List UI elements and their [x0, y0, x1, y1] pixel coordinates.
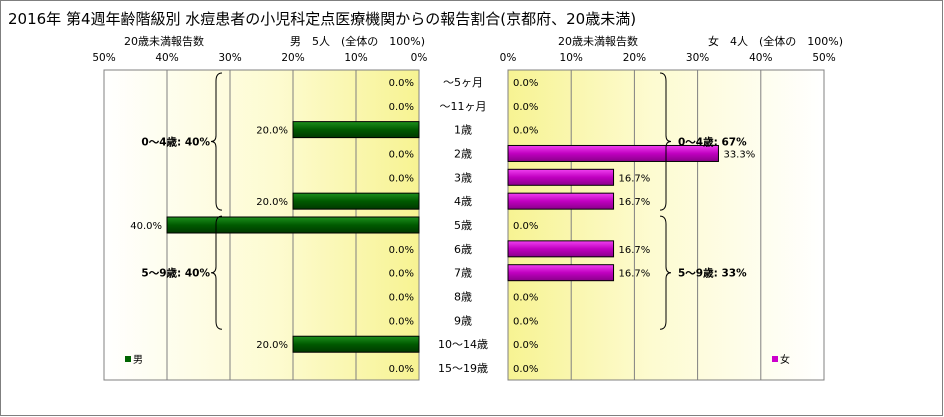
right-x-tick-label: 30% [686, 52, 709, 64]
right-bar-value-label: 0.0% [513, 316, 538, 327]
left-bar-value-label: 0.0% [389, 173, 414, 184]
left-bar [292, 192, 420, 210]
left-bar-value-label: 20.0% [256, 340, 288, 351]
right-bar-value-label: 0.0% [513, 126, 538, 137]
age-category-label: 7歳 [454, 267, 472, 280]
left-bar-value-label: 40.0% [130, 221, 162, 232]
age-category-label: 6歳 [454, 243, 472, 256]
right-legend-label: 女 [780, 353, 790, 366]
left-bar-value-label: 20.0% [256, 126, 288, 137]
right-x-tick-label: 20% [623, 52, 646, 64]
left-panel-header: 男 5人 (全体の 100%) [290, 34, 425, 48]
right-axis-label: 20歳未満報告数 [558, 35, 638, 48]
right-bar [507, 168, 615, 186]
right-x-tick-label: 10% [560, 52, 583, 64]
left-x-tick-label: 0% [411, 52, 428, 64]
left-x-tick-label: 10% [344, 52, 367, 64]
right-panel-header: 女 4人 (全体の 100%) [708, 34, 843, 48]
right-bracket-label: 5～9歳: 33% [678, 267, 747, 280]
age-category-label: 3歳 [454, 171, 472, 184]
left-bar-value-label: 0.0% [389, 149, 414, 160]
age-category-label: 1歳 [454, 124, 472, 137]
right-bar [507, 192, 615, 210]
right-bracket-label: 0～4歳: 67% [678, 136, 747, 149]
right-bar-value-label: 0.0% [513, 364, 538, 375]
right-bar-value-label: 0.0% [513, 340, 538, 351]
age-category-label: 4歳 [454, 195, 472, 208]
right-age-bracket [659, 215, 672, 330]
left-bar-value-label: 0.0% [389, 293, 414, 304]
right-bar [507, 240, 615, 258]
left-bracket-label: 5～9歳: 40% [141, 267, 210, 280]
age-category-label: 5歳 [454, 219, 472, 232]
left-bar [166, 216, 420, 234]
right-bar-value-label: 0.0% [513, 221, 538, 232]
right-bar [507, 264, 615, 282]
right-bar-value-label: 16.7% [619, 269, 651, 280]
right-bar-value-label: 0.0% [513, 293, 538, 304]
left-x-tick-label: 20% [281, 52, 304, 64]
left-x-tick-label: 50% [92, 52, 115, 64]
right-legend-swatch [772, 356, 778, 362]
right-bar-value-label: 33.3% [723, 149, 755, 160]
age-category-label: 8歳 [454, 291, 472, 304]
right-bar-value-label: 16.7% [619, 173, 651, 184]
left-legend-label: 男 [133, 354, 143, 366]
left-bar [292, 335, 420, 353]
right-bar-value-label: 16.7% [619, 245, 651, 256]
left-bar-value-label: 0.0% [389, 245, 414, 256]
chart-title: 2016年 第4週年齢階級別 水痘患者の小児科定点医療機関からの報告割合(京都府… [8, 10, 636, 28]
left-bar [292, 121, 420, 139]
left-bar-value-label: 0.0% [389, 78, 414, 89]
age-category-label: ～5ヶ月 [443, 76, 483, 89]
left-bar-value-label: 0.0% [389, 102, 414, 113]
age-category-label: ～11ヶ月 [440, 100, 487, 113]
left-age-bracket [210, 215, 223, 330]
left-x-tick-label: 40% [155, 52, 178, 64]
left-legend-swatch [125, 356, 131, 362]
right-age-bracket [659, 72, 672, 211]
right-x-tick-label: 0% [500, 52, 517, 64]
right-bar-value-label: 16.7% [619, 197, 651, 208]
left-bar-value-label: 0.0% [389, 364, 414, 375]
age-category-label: 15～19歳 [438, 362, 488, 375]
left-x-tick-label: 30% [218, 52, 241, 64]
left-axis-label: 20歳未満報告数 [124, 35, 204, 48]
age-category-label: 9歳 [454, 314, 472, 327]
left-bar-value-label: 0.0% [389, 316, 414, 327]
right-x-tick-label: 50% [812, 52, 835, 64]
right-bar-value-label: 0.0% [513, 102, 538, 113]
left-bar-value-label: 0.0% [389, 269, 414, 280]
age-category-label: 10～14歳 [438, 338, 488, 351]
right-bar-value-label: 0.0% [513, 78, 538, 89]
left-bracket-label: 0～4歳: 40% [141, 136, 210, 149]
left-age-bracket [210, 72, 223, 211]
age-category-label: 2歳 [454, 147, 472, 160]
left-bar-value-label: 20.0% [256, 197, 288, 208]
right-x-tick-label: 40% [749, 52, 772, 64]
